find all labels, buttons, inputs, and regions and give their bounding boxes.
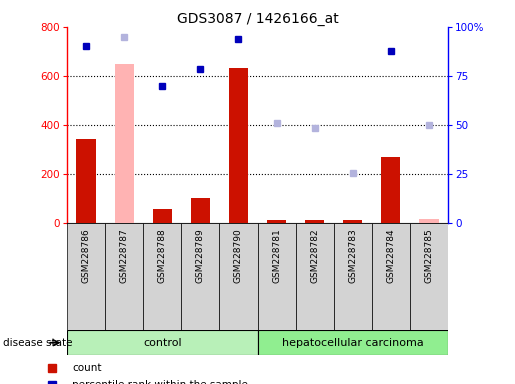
Bar (181, 223, 219, 330)
Text: GSM228782: GSM228782 (310, 228, 319, 283)
Text: GSM228783: GSM228783 (348, 228, 357, 283)
Bar (258, 330, 448, 355)
Bar (305, 220, 324, 223)
Bar (229, 68, 248, 223)
Text: GSM228785: GSM228785 (424, 228, 434, 283)
Title: GDS3087 / 1426166_at: GDS3087 / 1426166_at (177, 12, 338, 26)
Bar (258, 223, 296, 330)
Bar (105, 223, 143, 330)
Text: GSM228789: GSM228789 (196, 228, 205, 283)
Bar (219, 223, 258, 330)
Bar (344, 220, 363, 223)
Text: GSM228781: GSM228781 (272, 228, 281, 283)
Bar (410, 223, 448, 330)
Bar (334, 223, 372, 330)
Bar (267, 220, 286, 223)
Text: GSM228786: GSM228786 (81, 228, 91, 283)
Bar (143, 223, 181, 330)
Bar (419, 219, 439, 223)
Text: GSM228788: GSM228788 (158, 228, 167, 283)
Text: GSM228790: GSM228790 (234, 228, 243, 283)
Text: GSM228787: GSM228787 (119, 228, 129, 283)
Text: GSM228784: GSM228784 (386, 228, 396, 283)
Bar (372, 223, 410, 330)
Text: control: control (143, 338, 182, 348)
Bar (67, 223, 105, 330)
Bar (153, 209, 172, 223)
Bar (76, 139, 96, 223)
Text: count: count (72, 362, 101, 372)
Bar (67, 330, 258, 355)
Text: disease state: disease state (3, 338, 72, 348)
Text: percentile rank within the sample: percentile rank within the sample (72, 380, 248, 384)
Text: hepatocellular carcinoma: hepatocellular carcinoma (282, 338, 424, 348)
Bar (114, 64, 134, 223)
Bar (296, 223, 334, 330)
Bar (191, 198, 210, 223)
Bar (382, 157, 401, 223)
